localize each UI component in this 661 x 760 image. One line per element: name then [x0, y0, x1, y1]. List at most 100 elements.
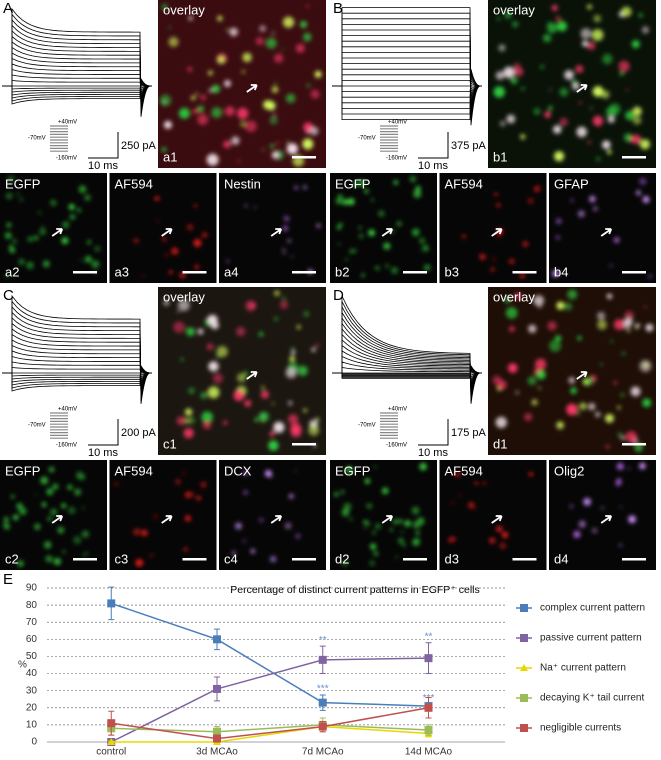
cell — [534, 358, 547, 370]
legend-label: negligible currents — [540, 723, 621, 734]
trace — [332, 367, 482, 376]
cell — [16, 503, 23, 510]
series-line — [111, 725, 429, 743]
cell — [233, 390, 245, 401]
cell — [211, 84, 220, 94]
cell — [423, 264, 431, 271]
marker — [107, 738, 116, 745]
cell — [619, 543, 623, 547]
cell — [570, 199, 574, 202]
arrow — [161, 515, 173, 524]
cell — [613, 319, 625, 330]
cell — [271, 402, 275, 405]
cell — [274, 82, 277, 85]
cell — [514, 67, 524, 77]
cell — [573, 530, 581, 538]
cell — [216, 55, 226, 65]
cells — [492, 289, 654, 453]
cell — [295, 533, 301, 539]
cell — [613, 381, 617, 385]
cell — [592, 86, 604, 97]
cell — [616, 478, 622, 484]
panel-id: d3 — [445, 551, 459, 566]
cell — [276, 141, 280, 145]
protocol-label: -160mV — [386, 156, 407, 162]
cell — [291, 255, 294, 258]
cell — [193, 203, 198, 208]
cell — [409, 175, 417, 183]
cell — [46, 488, 54, 496]
cell — [41, 502, 47, 507]
stain-name: AF594 — [115, 176, 153, 191]
cell — [168, 270, 173, 275]
cell — [555, 218, 562, 224]
cell — [206, 153, 219, 166]
cell — [588, 402, 596, 411]
y-axis-label: % — [18, 660, 27, 671]
cell — [68, 203, 75, 211]
cells — [552, 177, 652, 278]
cell — [287, 239, 291, 243]
cell — [243, 490, 248, 495]
cell — [258, 331, 264, 337]
cell — [156, 220, 160, 223]
scale-bar — [622, 443, 646, 446]
cell — [52, 483, 59, 490]
stain-name: AF594 — [445, 463, 483, 478]
cell — [223, 140, 231, 149]
cell — [623, 133, 633, 142]
micrograph — [439, 173, 547, 283]
current-scale: 375 pA — [451, 140, 487, 152]
arrow — [576, 371, 588, 380]
cell — [302, 138, 314, 150]
trace — [332, 77, 482, 104]
overlay-label: overlay — [493, 289, 535, 304]
cell — [579, 101, 582, 105]
cell — [343, 502, 352, 511]
cell — [566, 403, 578, 416]
marker — [107, 599, 116, 608]
arrow — [491, 228, 503, 237]
cell — [27, 236, 33, 242]
cell — [306, 4, 310, 8]
cell — [489, 266, 496, 273]
cell — [528, 324, 537, 334]
cell — [556, 21, 568, 32]
cell — [482, 481, 486, 485]
cell — [193, 109, 198, 114]
y-tick-label: 40 — [26, 668, 38, 679]
y-tick-label: 60 — [26, 634, 38, 645]
cell — [75, 471, 84, 480]
cell — [572, 82, 580, 91]
scale-bar — [88, 132, 119, 159]
micrograph-background — [439, 173, 547, 283]
cell — [555, 15, 561, 21]
cell — [536, 370, 546, 380]
cell — [474, 481, 479, 486]
trace — [332, 46, 482, 106]
series-line — [111, 724, 429, 733]
cell — [114, 481, 119, 487]
cell — [510, 77, 518, 85]
cell — [548, 105, 553, 111]
cell — [341, 559, 349, 567]
trace — [2, 74, 152, 92]
cell — [163, 299, 170, 306]
cell — [243, 371, 249, 377]
cell — [378, 210, 385, 217]
cell — [508, 258, 515, 265]
cell — [254, 417, 259, 422]
scale-bar — [403, 558, 427, 561]
cell — [193, 263, 201, 271]
cell — [353, 182, 358, 187]
cell — [605, 444, 610, 449]
cell — [16, 193, 20, 196]
protocol-label: -70mV — [358, 136, 376, 142]
cell — [513, 292, 522, 301]
cell — [358, 226, 362, 230]
protocol-label: -160mV — [56, 443, 77, 449]
scale-bar — [182, 271, 207, 274]
cell — [303, 408, 307, 413]
cell — [645, 323, 654, 332]
cell — [450, 536, 456, 542]
